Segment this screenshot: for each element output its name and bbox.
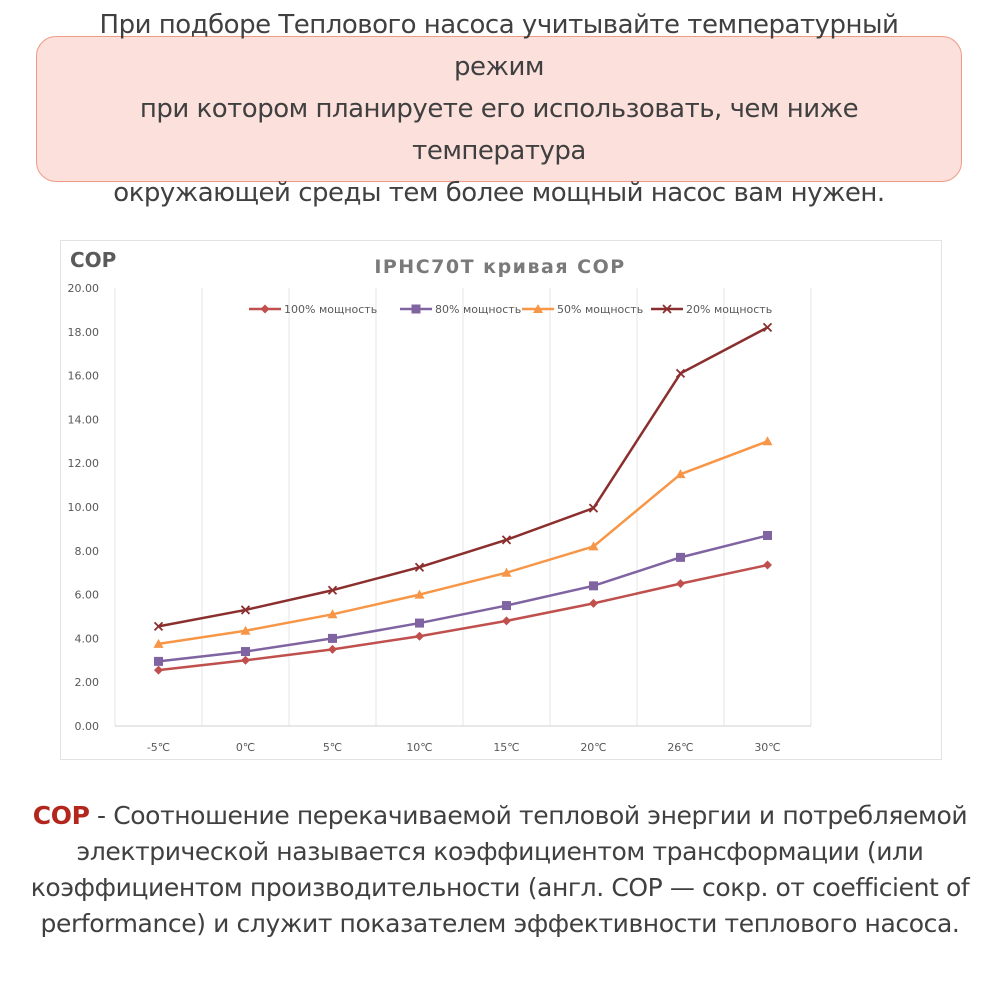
- series-line: [158, 563, 768, 672]
- legend-label: 100% мощность: [284, 303, 377, 316]
- y-tick-label: 14.00: [68, 413, 100, 426]
- data-point: [762, 436, 773, 446]
- data-point: [501, 535, 512, 545]
- data-point: [675, 368, 686, 379]
- data-point: [763, 560, 772, 570]
- x-tick-label: 5℃: [323, 741, 342, 754]
- data-point: [154, 665, 163, 675]
- y-tick-label: 10.00: [68, 501, 100, 514]
- x-tick-label: 30℃: [754, 741, 780, 754]
- legend-marker: [260, 304, 270, 314]
- chart-title: IPHC70T кривая COP: [374, 256, 626, 278]
- data-point: [589, 581, 598, 591]
- data-point: [415, 618, 424, 628]
- data-point: [502, 616, 511, 626]
- data-point: [240, 605, 251, 615]
- series-line: [158, 534, 768, 663]
- data-point: [328, 644, 337, 654]
- data-point: [676, 579, 685, 589]
- data-point: [414, 589, 425, 599]
- data-point: [762, 322, 773, 333]
- data-point: [327, 609, 338, 619]
- tip-line-3: окружающей среды тем более мощный насос …: [113, 178, 885, 208]
- chart-frame: 0.00 2.00 4.00 6.00 8.00 10.00 12.00 14.00 16.00…: [60, 240, 942, 760]
- legend-marker: [662, 304, 672, 314]
- x-tick-label: 20℃: [580, 741, 606, 754]
- data-point: [675, 469, 686, 479]
- legend-label: 80% мощность: [435, 303, 521, 316]
- legend-marker: [411, 304, 421, 314]
- y-tick-label: 2.00: [75, 676, 100, 689]
- x-tick-label: 26℃: [667, 741, 693, 754]
- definition-term: COP: [32, 801, 90, 830]
- data-point: [240, 625, 251, 635]
- cop-definition: COP - Соотношение перекачиваемой теплово…: [30, 798, 970, 942]
- data-point: [502, 601, 511, 611]
- data-point: [588, 503, 599, 513]
- y-tick-label: 12.00: [68, 457, 100, 470]
- series-line: [158, 326, 769, 628]
- legend-label: 50% мощность: [557, 303, 643, 316]
- data-point: [676, 552, 685, 562]
- data-point: [153, 638, 164, 648]
- legend-marker: [533, 304, 543, 313]
- x-tick-label: 15℃: [493, 741, 519, 754]
- data-point: [241, 647, 250, 657]
- cop-chart: 0.00 2.00 4.00 6.00 8.00 10.00 12.00 14.00 16.00…: [68, 282, 812, 754]
- y-tick-label: 16.00: [68, 370, 100, 383]
- data-point: [328, 633, 337, 643]
- tip-box: При подборе Теплового насоса учитывайте …: [36, 10, 962, 208]
- tip-line-2: при котором планируете его использовать,…: [139, 94, 859, 166]
- y-axis-label: COP: [70, 248, 117, 272]
- tip-text: При подборе Теплового насоса учитывайте …: [67, 4, 931, 214]
- data-point: [241, 655, 250, 665]
- tip-line-1: При подборе Теплового насоса учитывайте …: [99, 10, 899, 82]
- legend-label: 20% мощность: [686, 303, 772, 316]
- y-tick-label: 20.00: [68, 282, 100, 295]
- y-tick-label: 6.00: [75, 589, 100, 602]
- data-point: [501, 567, 512, 577]
- y-tick-label: 18.00: [68, 326, 100, 339]
- data-point: [154, 656, 163, 666]
- definition-text: - Соотношение перекачиваемой тепловой эн…: [30, 801, 970, 938]
- data-point: [327, 585, 338, 595]
- series-line: [158, 440, 768, 646]
- x-tick-label: 0℃: [236, 741, 255, 754]
- y-tick-label: 0.00: [75, 720, 100, 733]
- data-point: [763, 530, 772, 540]
- data-point: [589, 598, 598, 608]
- x-tick-label: -5℃: [147, 741, 170, 754]
- data-point: [414, 562, 425, 572]
- y-tick-label: 8.00: [75, 545, 100, 558]
- x-tick-label: 10℃: [406, 741, 432, 754]
- data-point: [415, 631, 424, 641]
- data-point: [588, 541, 599, 551]
- data-point: [153, 621, 164, 631]
- y-tick-label: 4.00: [75, 632, 100, 645]
